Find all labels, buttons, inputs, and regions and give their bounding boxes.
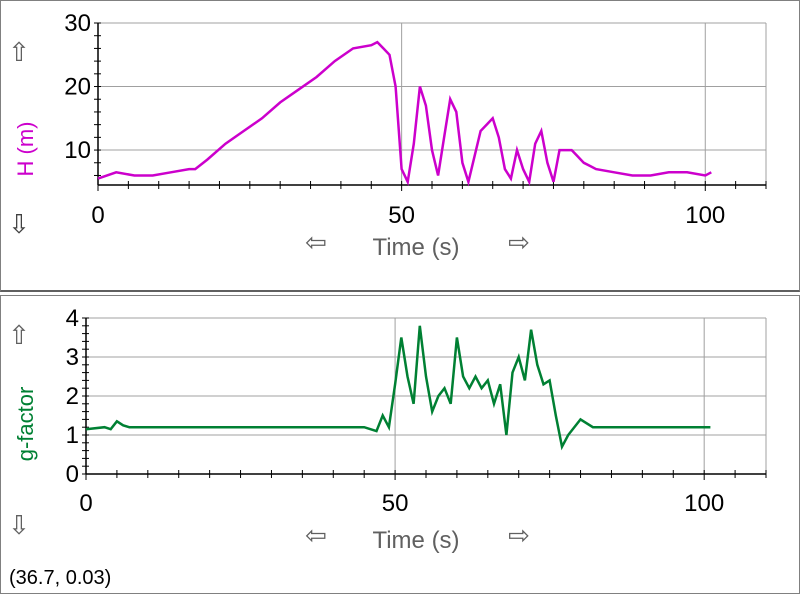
- height-series-line[interactable]: [97, 40, 712, 187]
- height-graph-panel: 0 50 100 10 20 30 H (m) Time (s) ⇧ ⇩ ⇦ ⇨: [0, 0, 800, 292]
- y-tick-label: 1: [66, 422, 79, 449]
- cursor-coordinate-readout: (36.7, 0.03): [9, 567, 111, 589]
- x-tick-label: 0: [91, 202, 104, 229]
- y-tick-label: 30: [64, 10, 91, 37]
- y-tick-label: 4: [66, 305, 79, 332]
- height-x-axis-label: Time (s): [372, 234, 459, 261]
- g-factor-grid: [85, 317, 767, 475]
- y-tick-label: 10: [64, 137, 91, 164]
- x-tick-label: 50: [388, 202, 415, 229]
- g-factor-graph-panel: 0 50 100 0 1 2 3 4 g-factor Time (s) ⇧ ⇩ ⇦ ⇨ (3…: [0, 295, 800, 594]
- x-tick-label: 0: [79, 490, 92, 517]
- x-scroll-left-arrow-icon[interactable]: ⇦: [305, 520, 327, 550]
- y-tick-label: 2: [66, 383, 79, 410]
- g-factor-chart: 0 50 100 0 1 2 3 4 g-factor Time (s) ⇧ ⇩ ⇦ ⇨ (3…: [8, 305, 767, 589]
- height-chart: 0 50 100 10 20 30 H (m) Time (s) ⇧ ⇩ ⇦ ⇨: [8, 10, 767, 261]
- height-axes: [94, 22, 767, 191]
- x-tick-label: 100: [685, 202, 725, 229]
- g-factor-series-line[interactable]: [85, 325, 711, 451]
- y-tick-label: 0: [66, 461, 79, 488]
- g-factor-axes: [82, 317, 767, 480]
- x-scroll-right-arrow-icon[interactable]: ⇨: [508, 227, 530, 257]
- g-factor-tick-labels: 0 50 100 0 1 2 3 4: [66, 305, 725, 517]
- g-factor-x-axis-label: Time (s): [372, 527, 459, 554]
- height-tick-labels: 0 50 100 10 20 30: [64, 10, 725, 229]
- x-scroll-right-arrow-icon[interactable]: ⇨: [508, 520, 530, 550]
- y-tick-label: 20: [64, 74, 91, 101]
- x-scroll-left-arrow-icon[interactable]: ⇦: [305, 227, 327, 257]
- y-tick-label: 3: [66, 344, 79, 371]
- x-tick-label: 50: [382, 490, 409, 517]
- y-scroll-up-arrow-icon[interactable]: ⇧: [8, 320, 30, 350]
- x-tick-label: 100: [684, 490, 724, 517]
- y-scroll-up-arrow-icon[interactable]: ⇧: [8, 37, 30, 67]
- g-factor-y-axis-label: g-factor: [13, 387, 38, 462]
- height-grid: [97, 22, 767, 185]
- height-y-axis-label: H (m): [13, 122, 38, 177]
- y-scroll-down-arrow-icon[interactable]: ⇩: [8, 510, 30, 540]
- y-scroll-down-arrow-icon[interactable]: ⇩: [8, 209, 30, 239]
